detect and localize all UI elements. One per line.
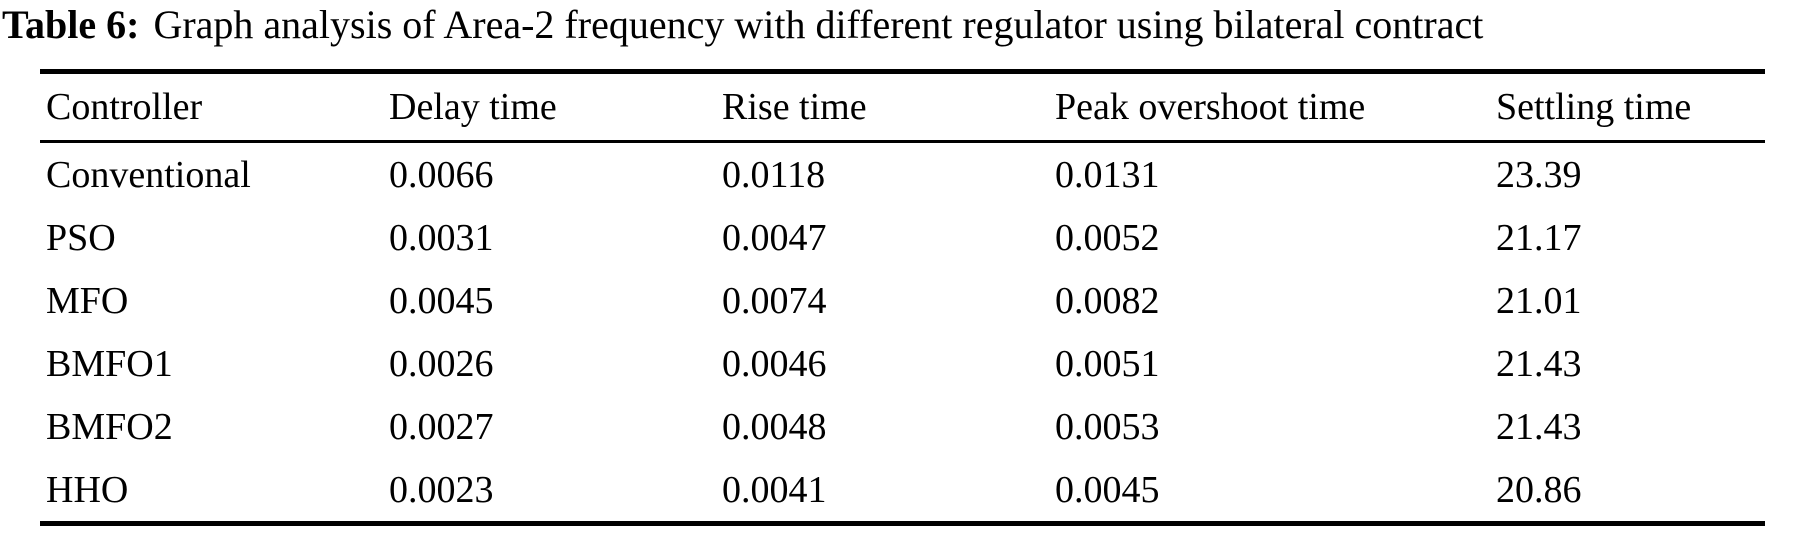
table-row-hho: HHO 0.0023 0.0041 0.0045 20.86: [40, 458, 1765, 524]
cell-settling-time: 21.01: [1496, 279, 1582, 322]
header-row: Controller Delay time Rise time Peak ove…: [40, 71, 1765, 142]
table-caption: Table 6: Graph analysis of Area-2 frequen…: [2, 1, 1483, 49]
table-row-mfo: MFO 0.0045 0.0074 0.0082 21.01: [40, 269, 1765, 332]
cell-rise-time: 0.0046: [722, 342, 827, 385]
cell-delay-time: 0.0023: [389, 468, 494, 511]
cell-settling-time: 23.39: [1496, 153, 1582, 196]
cell-peak-overshoot-time: 0.0052: [1055, 216, 1160, 259]
cell-controller: PSO: [46, 216, 116, 259]
cell-controller: BMFO1: [46, 342, 173, 385]
cell-delay-time: 0.0026: [389, 342, 494, 385]
cell-delay-time: 0.0066: [389, 153, 494, 196]
cell-delay-time: 0.0045: [389, 279, 494, 322]
cell-controller: HHO: [46, 468, 129, 511]
cell-settling-time: 20.86: [1496, 468, 1582, 511]
cell-peak-overshoot-time: 0.0082: [1055, 279, 1160, 322]
table-caption-text: Graph analysis of Area-2 frequency with …: [153, 2, 1484, 47]
cell-delay-time: 0.0027: [389, 405, 494, 448]
cell-rise-time: 0.0047: [722, 216, 827, 259]
cell-rise-time: 0.0041: [722, 468, 827, 511]
cell-rise-time: 0.0048: [722, 405, 827, 448]
cell-rise-time: 0.0118: [722, 153, 826, 196]
cell-controller: MFO: [46, 279, 129, 322]
table-row-pso: PSO 0.0031 0.0047 0.0052 21.17: [40, 206, 1765, 269]
column-header-delay-time: Delay time: [389, 86, 557, 128]
cell-peak-overshoot-time: 0.0051: [1055, 342, 1160, 385]
results-table-wrapper: Controller Delay time Rise time Peak ove…: [40, 69, 1765, 526]
cell-settling-time: 21.17: [1496, 216, 1582, 259]
column-header-peak-overshoot-time: Peak overshoot time: [1055, 86, 1366, 128]
cell-controller: Conventional: [46, 153, 251, 196]
column-header-rise-time: Rise time: [722, 86, 867, 128]
cell-settling-time: 21.43: [1496, 342, 1582, 385]
cell-peak-overshoot-time: 0.0045: [1055, 468, 1160, 511]
table-row-bmfo1: BMFO1 0.0026 0.0046 0.0051 21.43: [40, 332, 1765, 395]
cell-peak-overshoot-time: 0.0053: [1055, 405, 1160, 448]
cell-delay-time: 0.0031: [389, 216, 494, 259]
cell-rise-time: 0.0074: [722, 279, 827, 322]
cell-controller: BMFO2: [46, 405, 173, 448]
table-caption-label: Table 6:: [2, 2, 140, 47]
cell-settling-time: 21.43: [1496, 405, 1582, 448]
column-header-controller: Controller: [46, 86, 203, 128]
results-table: Controller Delay time Rise time Peak ove…: [40, 69, 1765, 526]
cell-peak-overshoot-time: 0.0131: [1055, 153, 1160, 196]
column-header-settling-time: Settling time: [1496, 86, 1692, 128]
table-row-bmfo2: BMFO2 0.0027 0.0048 0.0053 21.43: [40, 395, 1765, 458]
table-row-conventional: Conventional 0.0066 0.0118 0.0131 23.39: [40, 142, 1765, 207]
